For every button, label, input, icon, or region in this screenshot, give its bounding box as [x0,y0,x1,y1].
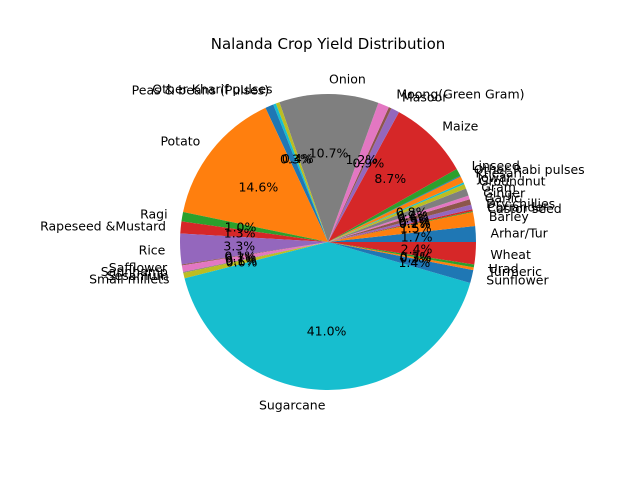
slice-pct-dry-chillies: 0.5% [398,213,430,228]
slice-pct-gram: 0.8% [396,205,428,220]
pie-slice-coriander [328,209,473,242]
pie-slice-other-kharif-pulses [275,102,328,242]
slice-pct-wheat: 2.4% [401,241,433,256]
slice-label-peas-beans-pulses: Peas & beans (Pulses) [132,83,270,98]
pie-slice-sugarcane [184,242,471,390]
pie-slice-onion-gap [328,102,389,242]
slice-pct-other-kharif-pulses: 0.4% [282,151,314,166]
slice-label-wheat: Wheat [490,247,531,262]
pie-slice-castor-seed [328,211,473,242]
slice-pct-urad: 0.3% [400,249,432,264]
slice-pct-onion-gap: 1.2% [346,152,378,167]
slice-label-safflower: Safflower [109,260,168,275]
slice-label-gram: Gram [481,180,516,195]
slice-label-groundnut: Groundnut [479,173,546,188]
pie-slice-moong-green-gram [328,107,392,243]
slice-label-onion: Onion [329,72,366,87]
slice-label-garlic: Garlic [485,190,521,205]
slice-label-dry-chillies: Dry chillies [486,196,555,211]
slice-label-other-rabi-pulses: Other Rabi pulses [474,162,585,177]
pie-slice-potato [183,107,328,242]
pie-slice-rapeseed-mustard [180,221,328,242]
pie-slice-groundnut [328,184,467,242]
slice-pct-sunflower: 1.4% [398,255,430,270]
slice-pct-arhar-tur: 1.7% [401,230,433,245]
slice-label-arhar-tur: Arhar/Tur [491,226,549,241]
slice-pct-sannhamp: 0.7% [225,251,257,266]
pie-slice-jowar [328,182,465,242]
pie-slice-khesari [328,176,464,242]
slice-label-rice: Rice [139,242,166,257]
pie-slice-masoor [328,108,399,243]
slice-pct-garlic: 0.6% [398,210,430,225]
pie-slice-onion [279,94,379,242]
slice-pct-barley: 1.5% [400,221,432,236]
slice-pct-rice: 3.3% [223,239,255,254]
pie-slice-peas-beans-pulses [273,103,328,242]
slice-pct-ginger: 0.4% [397,208,429,223]
slice-label-linseed: Linseed [472,158,520,173]
slice-pct-onion: 10.7% [309,146,349,161]
slice-label-sunflower: Sunflower [486,273,549,288]
slice-pct-coriander: 0.2% [399,215,431,230]
pie-slice-maize [328,112,457,242]
pie-slice-gram [328,188,469,242]
pie-slice-safflower [181,242,328,266]
pie-slice-garlic [328,199,472,242]
slice-pct-castor-seed: 0.1% [399,216,431,231]
slice-label-masoor: Masoor [402,89,448,104]
slice-label-castor-seed: Castor seed [487,201,561,216]
slice-pct-masoor: 0.9% [352,155,384,170]
slice-label-sugarcane: Sugarcane [259,397,326,412]
slice-pct-sugarcane: 41.0% [307,323,347,338]
slice-label-urad: Urad [489,261,519,276]
pie-slice-small-millets [183,242,328,279]
pie-slice-wheat [328,242,476,265]
slice-label-potato: Potato [160,134,200,149]
pie-slice-peas-small [265,104,328,242]
slice-label-small-millets: Small millets [89,272,169,287]
pie-slice-rice [179,233,328,265]
pie-slices [179,94,476,390]
pie-slice-sesamum [183,242,328,273]
slice-label-ragi: Ragi [140,207,167,222]
pie-slice-ginger [328,195,470,242]
slice-label-maize: Maize [442,118,478,133]
slice-pct-potato: 14.6% [238,179,278,194]
slice-label-turmeric: Turmeric [487,264,542,279]
pie-slice-ragi [181,212,328,242]
pie-slice-sannhamp [181,242,328,272]
pie-slice-urad [328,242,475,268]
pie-slice-turmeric [328,242,474,271]
slice-pct-rapeseed-mustard: 1.3% [224,226,256,241]
slice-label-sannhamp: Sannhamp [101,264,168,279]
slice-pct-peas-beans-pulses: 0.3% [280,152,312,167]
chart-title: Nalanda Crop Yield Distribution [211,35,446,53]
slice-label-sesamum: Sesamum [107,268,169,283]
slice-pct-sesamum: 0.1% [225,253,257,268]
slice-pct-small-millets: 0.6% [226,255,258,270]
pie-slice-linseed [328,168,461,242]
pie-slice-dry-chillies [328,204,473,242]
slice-label-ginger: Ginger [483,185,526,200]
slice-label-coriander: Coriander [487,200,549,215]
pie-slice-sunflower [328,242,474,283]
slice-label-rapeseed-mustard: Rapeseed &Mustard [40,218,166,233]
slice-pct-ragi: 1.0% [225,219,257,234]
slice-label-other-kharif-pulses: Other Kharif pulses [152,81,272,96]
pie-labels: Arhar/Tur 1.7% Barley 1.5% Castor seed 0.1% Co… [40,72,585,413]
slice-label-barley: Barley [489,209,530,224]
pie-slice-other-rabi-pulses [328,175,461,242]
slice-pct-safflower: 0.1% [224,248,256,263]
slice-pct-maize: 8.7% [374,171,406,186]
slice-label-khesari: Khesari [476,166,523,181]
slice-label-jowar: Jowar [476,170,512,185]
slice-pct-turmeric: 0.3% [399,251,431,266]
slice-label-moong-green-gram: Moong(Green Gram) [396,87,524,102]
pie-slice-arhar-tur [328,225,476,242]
pie-slice-barley [328,212,476,242]
